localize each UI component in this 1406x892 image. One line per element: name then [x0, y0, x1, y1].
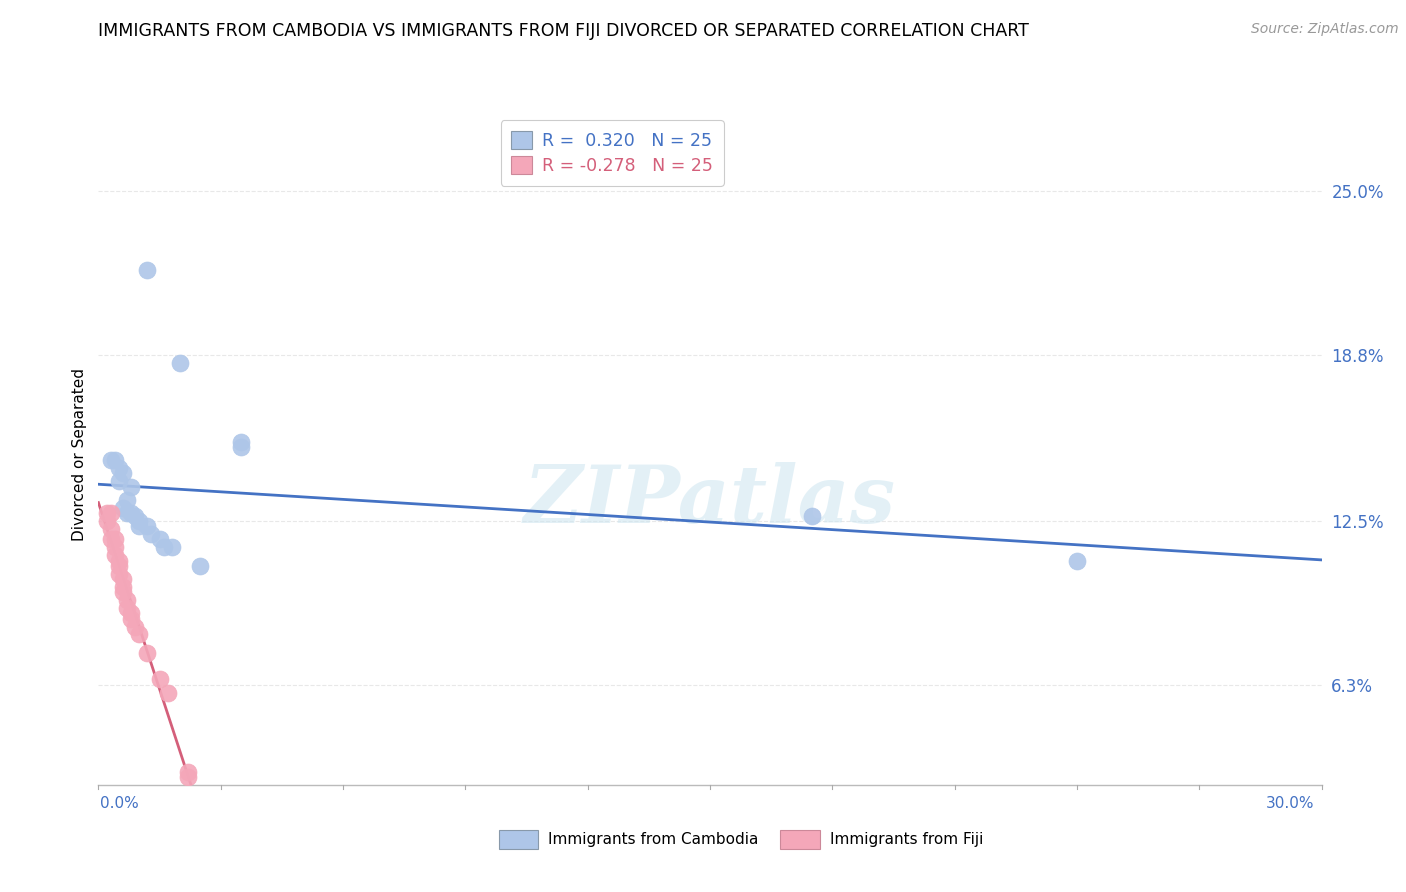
- Point: [100, 506, 122, 520]
- Point: [115, 506, 138, 520]
- Point: [120, 612, 142, 626]
- Text: Immigrants from Cambodia: Immigrants from Cambodia: [548, 832, 759, 847]
- Point: [104, 533, 127, 547]
- Point: [231, 440, 253, 454]
- Point: [115, 492, 138, 507]
- Point: [120, 607, 142, 621]
- Point: [152, 541, 174, 555]
- Point: [96, 514, 118, 528]
- Text: 30.0%: 30.0%: [1267, 796, 1315, 811]
- Point: [128, 519, 150, 533]
- Point: [124, 619, 146, 633]
- Point: [111, 580, 134, 594]
- Point: [100, 533, 122, 547]
- Point: [120, 480, 142, 494]
- Point: [104, 541, 127, 555]
- Point: [111, 585, 134, 599]
- Point: [108, 566, 131, 581]
- Point: [120, 506, 142, 520]
- Point: [149, 673, 172, 687]
- Point: [1066, 553, 1088, 567]
- Point: [128, 514, 150, 528]
- Point: [136, 519, 159, 533]
- Text: 0.0%: 0.0%: [100, 796, 139, 811]
- Point: [108, 475, 131, 489]
- Point: [104, 453, 127, 467]
- Point: [188, 558, 212, 573]
- Point: [160, 541, 183, 555]
- Point: [136, 263, 159, 277]
- Point: [177, 770, 200, 784]
- Point: [108, 558, 131, 573]
- Legend: R =  0.320   N = 25, R = -0.278   N = 25: R = 0.320 N = 25, R = -0.278 N = 25: [501, 120, 724, 186]
- Point: [169, 355, 191, 369]
- Point: [96, 506, 118, 520]
- Y-axis label: Divorced or Separated: Divorced or Separated: [72, 368, 87, 541]
- Point: [801, 508, 824, 523]
- Point: [100, 453, 122, 467]
- Point: [177, 764, 200, 779]
- Point: [141, 527, 163, 541]
- Point: [128, 627, 150, 641]
- Point: [108, 461, 131, 475]
- Text: Immigrants from Fiji: Immigrants from Fiji: [830, 832, 983, 847]
- Point: [100, 522, 122, 536]
- Point: [111, 572, 134, 586]
- Point: [149, 533, 172, 547]
- Point: [115, 593, 138, 607]
- Point: [136, 646, 159, 660]
- Point: [231, 434, 253, 449]
- Point: [111, 500, 134, 515]
- Point: [124, 508, 146, 523]
- Point: [104, 548, 127, 562]
- Point: [156, 685, 179, 699]
- Point: [115, 601, 138, 615]
- Point: [111, 467, 134, 481]
- Text: ZIPatlas: ZIPatlas: [524, 462, 896, 540]
- Text: Source: ZipAtlas.com: Source: ZipAtlas.com: [1251, 22, 1399, 37]
- Text: IMMIGRANTS FROM CAMBODIA VS IMMIGRANTS FROM FIJI DIVORCED OR SEPARATED CORRELATI: IMMIGRANTS FROM CAMBODIA VS IMMIGRANTS F…: [98, 22, 1029, 40]
- Point: [108, 553, 131, 567]
